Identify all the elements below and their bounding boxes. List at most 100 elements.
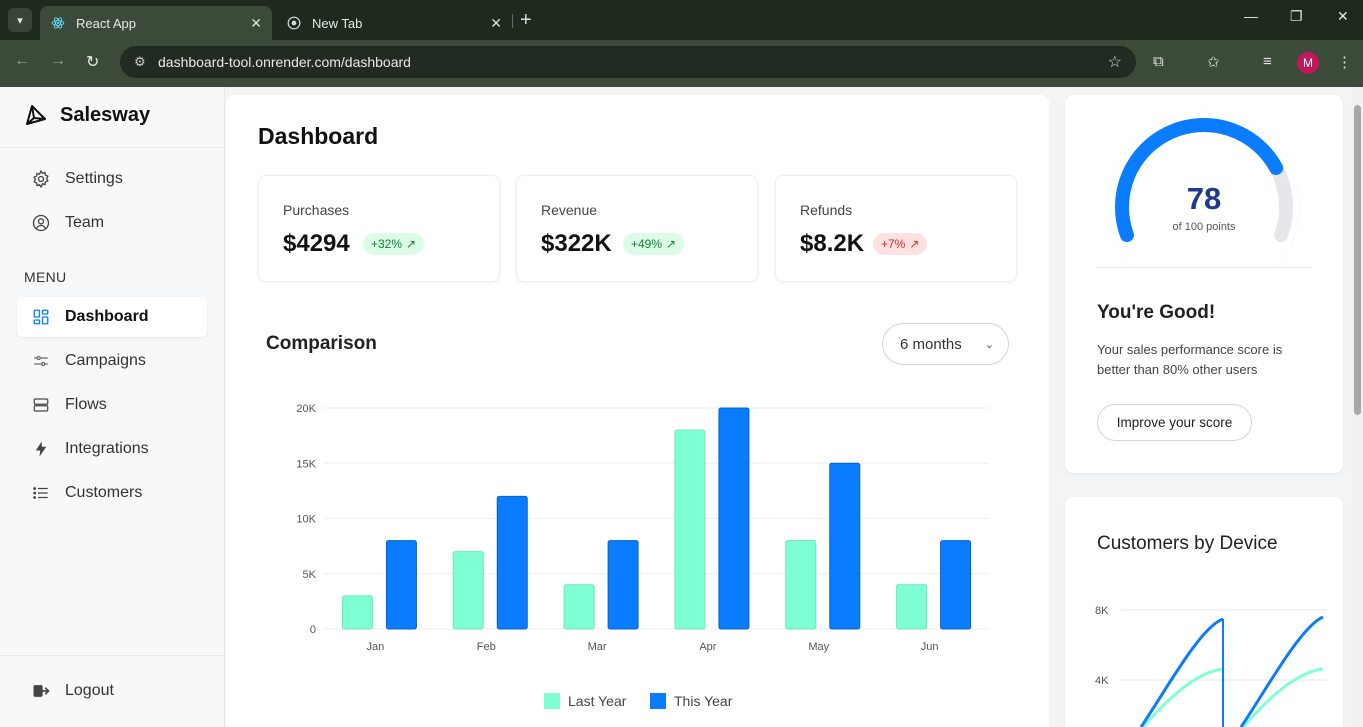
range-select-value: 6 months xyxy=(900,335,962,353)
sidebar-item-team[interactable]: Team xyxy=(17,203,207,243)
main-content: Dashboard Purchases $4294 +32% ↗ Revenue… xyxy=(226,95,1049,727)
tab-search-button[interactable]: ▾ xyxy=(8,8,32,32)
bar-last-year-jan[interactable] xyxy=(341,595,373,630)
reload-icon[interactable]: ↻ xyxy=(86,54,100,71)
forward-arrow-icon[interactable]: → xyxy=(50,52,66,69)
bar-this-year-jun[interactable] xyxy=(940,540,972,630)
stat-value: $4294 xyxy=(283,230,350,257)
legend-item-this-year[interactable]: This Year xyxy=(650,693,732,709)
sliders-icon xyxy=(31,351,51,371)
stat-label: Purchases xyxy=(283,202,350,218)
bar-this-year-may[interactable] xyxy=(829,462,861,630)
stat-value: $8.2K xyxy=(800,230,865,257)
profile-avatar[interactable]: M xyxy=(1297,52,1319,74)
sidebar-item-label: Integrations xyxy=(65,440,149,457)
y-tick-label: 20K xyxy=(296,403,316,415)
change-badge: +7% ↗ xyxy=(873,233,928,255)
stat-card-refunds: Refunds $8.2K +7% ↗ xyxy=(775,175,1017,282)
browser-tab-react-app[interactable]: React App ✕ xyxy=(40,6,272,40)
chrome-icon xyxy=(286,15,302,31)
brand-logo[interactable]: Salesway xyxy=(24,103,150,127)
browser-tab-bar: ▾ React App ✕ New Tab ✕ + — ❐ ✕ xyxy=(0,0,1363,40)
bar-this-year-jan[interactable] xyxy=(385,540,417,630)
browser-tab-new-tab[interactable]: New Tab ✕ xyxy=(276,6,512,40)
close-tab-icon[interactable]: ✕ xyxy=(490,14,502,31)
sidebar-item-customers[interactable]: Customers xyxy=(17,473,207,513)
url-text: dashboard-tool.onrender.com/dashboard xyxy=(158,54,411,70)
tab-title: React App xyxy=(76,15,136,31)
brand-name: Salesway xyxy=(60,103,151,126)
stat-label: Revenue xyxy=(541,202,598,218)
list-icon xyxy=(31,483,51,503)
change-value: +7% xyxy=(881,237,906,251)
bar-last-year-mar[interactable] xyxy=(563,584,595,630)
series-line xyxy=(1139,617,1224,727)
y-tick-label: 0 xyxy=(310,624,316,636)
range-select[interactable]: 6 months ⌄ xyxy=(882,323,1009,365)
stat-card-purchases: Purchases $4294 +32% ↗ xyxy=(258,175,500,282)
legend-item-last-year[interactable]: Last Year xyxy=(544,693,626,709)
change-badge: +49% ↗ xyxy=(623,233,685,255)
react-icon xyxy=(50,15,66,31)
browser-menu-icon[interactable]: ⋮ xyxy=(1337,54,1352,71)
trend-up-icon: ↗ xyxy=(909,237,920,251)
series-line xyxy=(1241,667,1324,727)
sidebar-item-label: Team xyxy=(65,214,105,231)
customers-by-device-card: Customers by Device 8K 4K xyxy=(1065,497,1343,727)
salesway-logo-icon xyxy=(26,105,46,125)
close-tab-icon[interactable]: ✕ xyxy=(250,14,262,31)
back-arrow-icon[interactable]: ← xyxy=(14,52,30,69)
tab-title: New Tab xyxy=(312,15,363,31)
improve-score-button[interactable]: Improve your score xyxy=(1097,404,1252,441)
divider xyxy=(0,147,224,148)
sidebar-item-dashboard[interactable]: Dashboard xyxy=(17,297,207,337)
sidebar-item-label: Campaigns xyxy=(65,352,146,369)
minimize-icon[interactable]: — xyxy=(1244,8,1258,24)
window-close-icon[interactable]: ✕ xyxy=(1337,8,1349,24)
stat-value: $322K xyxy=(541,230,612,257)
logout-button[interactable]: Logout xyxy=(17,671,207,711)
sidebar-item-flows[interactable]: Flows xyxy=(17,385,207,425)
layers-icon xyxy=(31,395,51,415)
change-badge: +32% ↗ xyxy=(363,233,425,255)
score-value: 78 xyxy=(1186,181,1222,216)
extensions-icon[interactable]: ⧉ xyxy=(1153,53,1164,70)
bar-last-year-apr[interactable] xyxy=(674,429,706,630)
media-controls-icon[interactable]: ≡ xyxy=(1263,53,1272,70)
score-card: 78 of 100 points You're Good! Your sales… xyxy=(1065,95,1343,473)
gauge-outline xyxy=(1108,111,1300,265)
change-value: +49% xyxy=(631,237,663,251)
sidebar-item-settings[interactable]: Settings xyxy=(17,159,207,199)
bar-last-year-feb[interactable] xyxy=(452,551,484,630)
divider xyxy=(0,655,224,656)
y-tick-label: 15K xyxy=(296,458,316,470)
gauge-fill xyxy=(1115,118,1284,243)
legend-swatch xyxy=(544,693,560,709)
trend-up-icon: ↗ xyxy=(666,237,677,251)
score-heading: You're Good! xyxy=(1097,302,1216,323)
scrollbar-thumb[interactable] xyxy=(1354,105,1361,415)
x-tick-label: Jan xyxy=(367,641,385,653)
device-line-chart: 8K 4K xyxy=(1095,605,1327,727)
address-bar[interactable]: ⚙ dashboard-tool.onrender.com/dashboard … xyxy=(120,46,1136,78)
sidebar-item-campaigns[interactable]: Campaigns xyxy=(17,341,207,381)
x-tick-label: Jun xyxy=(921,641,939,653)
comparison-title: Comparison xyxy=(266,333,377,354)
sidebar-item-integrations[interactable]: Integrations xyxy=(17,429,207,469)
bar-last-year-may[interactable] xyxy=(785,540,817,630)
site-info-icon[interactable]: ⚙ xyxy=(134,54,146,69)
bookmark-star-icon[interactable]: ☆ xyxy=(1107,54,1122,71)
bar-this-year-mar[interactable] xyxy=(607,540,639,630)
page-scrollbar[interactable] xyxy=(1352,87,1363,727)
legend-label: Last Year xyxy=(568,693,627,709)
bar-last-year-jun[interactable] xyxy=(896,584,928,630)
score-description: Your sales performance score is better t… xyxy=(1097,342,1283,377)
chevron-down-icon: ⌄ xyxy=(984,338,994,351)
restore-icon[interactable]: ❐ xyxy=(1290,8,1303,24)
new-tab-plus-icon[interactable]: + xyxy=(520,9,532,31)
bar-this-year-apr[interactable] xyxy=(718,407,750,630)
tab-separator xyxy=(512,14,513,28)
favorites-icon[interactable]: ✩ xyxy=(1207,54,1220,71)
legend-label: This Year xyxy=(674,693,733,709)
bar-this-year-feb[interactable] xyxy=(496,495,528,630)
